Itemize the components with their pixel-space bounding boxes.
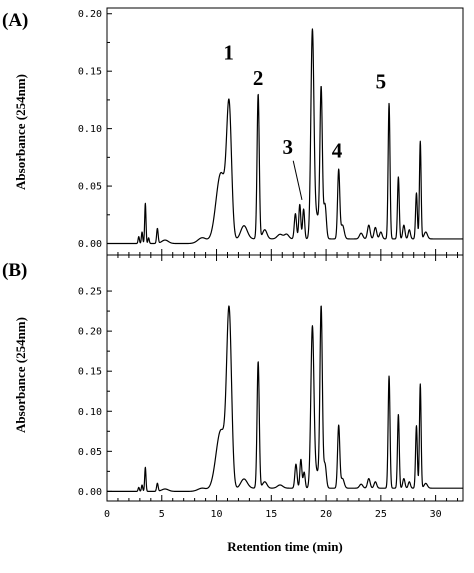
peak-label-4: 4 [332, 138, 343, 162]
panel-a-y-tick-label: 0.10 [78, 124, 102, 135]
panel-b-chromatogram-trace [107, 305, 464, 492]
peak-label-1: 1 [223, 41, 234, 65]
panel-b: (B) Absorbance (254nm) 0.000.050.100.150… [2, 254, 464, 554]
panel-a-y-tick-label: 0.20 [78, 9, 102, 20]
panel-a-y-ticks: 0.00 0.05 0.10 0.15 0.20 [78, 9, 112, 250]
panel-b-y-tick-label: 0.25 [78, 287, 102, 298]
x-tick-label: 25 [375, 509, 387, 520]
panel-a: (A) Absorbance (254nm) 0.000.050.100.150… [2, 7, 464, 261]
panel-b-frame [106, 254, 464, 502]
peak-label-2: 2 [253, 66, 264, 90]
peak-label-5: 5 [376, 69, 387, 93]
x-tick-label: 15 [265, 509, 277, 520]
panel-b-x-ticks: 0 5 10 15 20 25 30 [104, 495, 459, 520]
panel-b-y-tick-label: 0.05 [78, 447, 102, 458]
panel-a-y-axis-label: Absorbance (254nm) [13, 74, 28, 190]
panel-a-chromatogram-trace [107, 28, 464, 245]
x-tick-label: 5 [159, 509, 165, 520]
panel-b-y-ticks: 0.00 0.05 0.10 0.15 0.20 0.25 [78, 287, 112, 498]
panel-a-peak-labels: 12 3 4 5 [223, 41, 386, 200]
panel-b-y-tick-label: 0.10 [78, 407, 102, 418]
panel-b-trace-group [107, 305, 464, 492]
x-tick-label: 10 [211, 509, 223, 520]
x-tick-label: 0 [104, 509, 110, 520]
peak-3-pointer-line [292, 160, 303, 200]
panel-a-label: (A) [2, 10, 28, 31]
panel-b-y-axis-label: Absorbance (254nm) [13, 317, 28, 433]
x-tick-label: 30 [430, 509, 442, 520]
panel-a-trace-group [107, 28, 464, 245]
panel-a-y-tick-label: 0.00 [78, 239, 102, 250]
peak-label-3: 3 [282, 135, 293, 159]
panel-b-y-tick-label: 0.20 [78, 327, 102, 338]
x-axis-label: Retention time (min) [227, 539, 343, 554]
x-tick-label: 20 [320, 509, 332, 520]
panel-a-y-tick-label: 0.05 [78, 182, 102, 193]
panel-a-y-tick-label: 0.15 [78, 67, 102, 78]
panel-b-label: (B) [2, 260, 27, 281]
panel-b-y-tick-label: 0.00 [78, 487, 102, 498]
panel-b-y-tick-label: 0.15 [78, 367, 102, 378]
panel-a-frame [106, 7, 464, 256]
